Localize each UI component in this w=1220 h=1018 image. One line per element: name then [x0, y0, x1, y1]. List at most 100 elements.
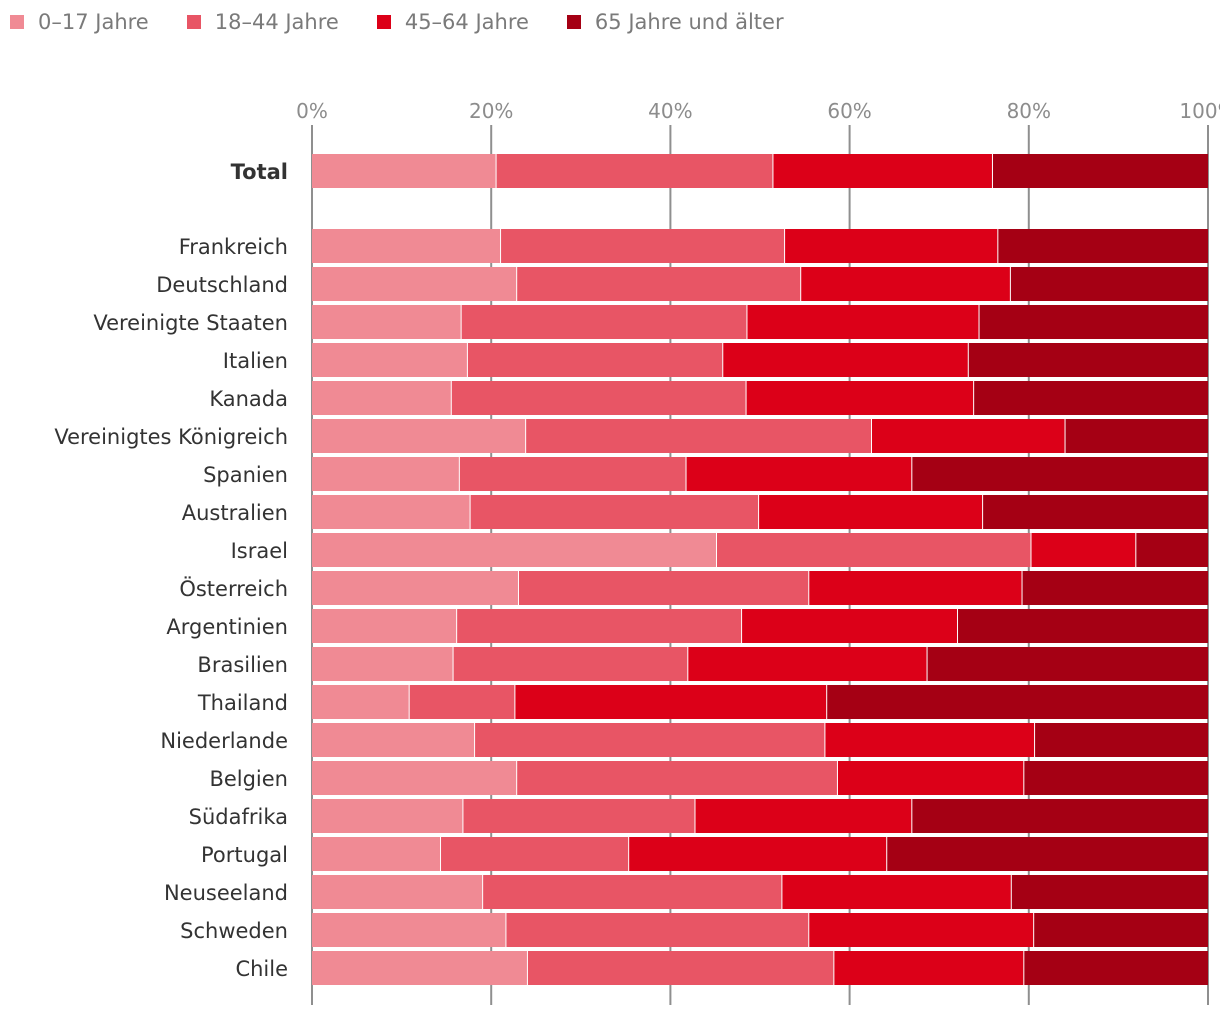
legend-label-0-17: 0–17 Jahre [38, 10, 149, 34]
bar-segment [312, 229, 502, 263]
category-label: Schweden [180, 919, 288, 943]
bar-segment [688, 647, 928, 681]
bar-segment [312, 647, 454, 681]
bar-segment [1022, 571, 1208, 605]
bar-segment [983, 495, 1208, 529]
x-tick-label: 0% [296, 99, 328, 123]
bar-segment [801, 267, 1011, 301]
bar-segment [825, 723, 1036, 757]
bar-segment [1011, 875, 1208, 909]
bar-segment [872, 419, 1066, 453]
legend-label-65-plus: 65 Jahre und älter [594, 10, 784, 34]
bar-segment [501, 229, 786, 263]
bar-segment [453, 647, 689, 681]
bar-segment [409, 685, 516, 719]
bar-segment [1031, 533, 1137, 567]
bar-segment [1136, 533, 1208, 567]
bar-segment [1035, 723, 1208, 757]
category-label: Australien [182, 501, 288, 525]
legend: 0–17 Jahre 18–44 Jahre 45–64 Jahre 65 Ja… [10, 10, 822, 34]
legend-item-65-plus: 65 Jahre und älter [566, 10, 784, 34]
legend-item-45-64: 45–64 Jahre [376, 10, 529, 34]
bar-segment [441, 837, 630, 871]
bar-segment [526, 419, 872, 453]
bar-segment [517, 761, 838, 795]
category-label: Österreich [179, 576, 288, 601]
legend-swatch-65-plus [566, 15, 581, 29]
bar-segment [470, 495, 760, 529]
category-label: Brasilien [197, 653, 288, 677]
legend-item-18-44: 18–44 Jahre [186, 10, 339, 34]
category-label: Südafrika [189, 805, 288, 829]
bar-segment [517, 267, 802, 301]
bar-segment [312, 267, 518, 301]
bar-segment [809, 913, 1035, 947]
bar-segment [912, 799, 1208, 833]
bar-segment [723, 343, 969, 377]
category-label: Italien [223, 349, 288, 373]
bar-segment [759, 495, 984, 529]
bar-segment [312, 533, 717, 567]
bar-segment [837, 761, 1025, 795]
category-label: Frankreich [179, 235, 288, 259]
bar-segment [629, 837, 888, 871]
bar-segment [312, 305, 462, 339]
x-tick-label: 80% [1007, 99, 1051, 123]
bar-segment [496, 154, 774, 188]
category-label: Spanien [203, 463, 288, 487]
bar-segment [312, 875, 484, 909]
category-label: Total [231, 160, 288, 184]
category-label: Argentinien [166, 615, 288, 639]
bar-segment [1010, 267, 1208, 301]
category-label: Neuseeland [164, 881, 288, 905]
bar-segment [312, 837, 442, 871]
category-label: Vereinigtes Königreich [54, 425, 288, 449]
bar-segment [742, 609, 959, 643]
bar-segment [998, 229, 1208, 263]
bar-segment [467, 343, 724, 377]
bar-segment [312, 154, 497, 188]
bar-segment [686, 457, 913, 491]
category-label: Thailand [197, 691, 288, 715]
bar-segment [312, 685, 410, 719]
legend-swatch-45-64 [376, 15, 391, 29]
bar-segment [782, 875, 1012, 909]
bar-segment [312, 761, 518, 795]
bar-segment [785, 229, 999, 263]
bar-segment [506, 913, 810, 947]
bar-segment [974, 381, 1208, 415]
bar-segment [312, 799, 464, 833]
bar-segment [312, 343, 468, 377]
bar-segment [716, 533, 1032, 567]
bar-segment [312, 913, 507, 947]
category-label: Israel [231, 539, 288, 563]
bar-segment [958, 609, 1208, 643]
bar-segment [463, 799, 696, 833]
bar-segment [312, 457, 460, 491]
bar-segment [515, 685, 828, 719]
bar-segment [483, 875, 783, 909]
bar-segment [827, 685, 1208, 719]
bar-segment [312, 723, 476, 757]
bar-segment [451, 381, 747, 415]
legend-item-0-17: 0–17 Jahre [10, 10, 149, 34]
bar-segment [1024, 761, 1208, 795]
bar-segment [461, 305, 748, 339]
x-tick-label: 20% [469, 99, 513, 123]
category-label: Portugal [201, 843, 288, 867]
bar-segment [746, 381, 975, 415]
bar-segment [457, 609, 743, 643]
bar-segment [312, 951, 528, 985]
bar-segment [1024, 951, 1208, 985]
bar-segment [459, 457, 687, 491]
legend-label-18-44: 18–44 Jahre [214, 10, 339, 34]
bar-segment [992, 154, 1208, 188]
bar-segment [809, 571, 1023, 605]
category-label: Belgien [209, 767, 288, 791]
bar-segment [747, 305, 980, 339]
category-label: Vereinigte Staaten [93, 311, 288, 335]
x-tick-label: 60% [827, 99, 871, 123]
x-tick-label: 100% [1179, 99, 1220, 123]
